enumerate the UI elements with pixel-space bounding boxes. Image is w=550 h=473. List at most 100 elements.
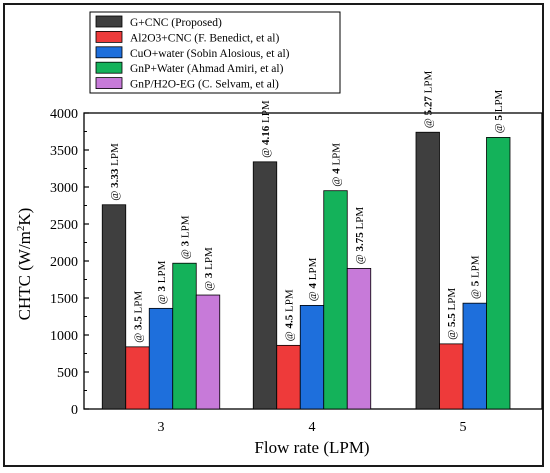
bar-data-label-value: 5.27 [423, 96, 435, 116]
bar-data-label-at: @ [133, 333, 145, 343]
bar-data-label: @ 5 LPM [470, 255, 482, 299]
bar-data-label: @ 3.5 LPM [133, 291, 145, 343]
bar [172, 262, 197, 410]
legend-label: G+CNC (Proposed) [130, 17, 222, 29]
bar [148, 307, 174, 410]
legend-label: CuO+water (Sobin Alosious, et al) [130, 48, 290, 60]
bar-data-label-unit: LPM [307, 257, 319, 280]
y-axis-title: CHTC (W/m2K) [15, 208, 34, 321]
bar [486, 137, 511, 410]
legend-label: Al2O3+CNC (F. Benedict, et al) [130, 32, 279, 44]
bar-data-label: @ 3.75 LPM [354, 207, 366, 265]
bar-data-label-at: @ [354, 254, 366, 264]
bar-data-label-at: @ [446, 330, 458, 340]
bar-data-label-value: 5 [470, 280, 482, 286]
bar-data-label: @ 3 LPM [180, 215, 192, 259]
bar-data-label: @ 3.33 LPM [109, 143, 121, 201]
bar-data-label-value: 3.75 [354, 232, 366, 252]
bar-data-label: @ 5.27 LPM [423, 71, 435, 129]
bar [125, 346, 150, 410]
bar [439, 343, 464, 410]
x-tick-label: 5 [460, 420, 467, 435]
bar [101, 204, 127, 410]
bar-data-label-at: @ [423, 118, 435, 128]
bar [276, 344, 301, 410]
bar-data-label: @ 3 LPM [156, 260, 168, 304]
bar-data-label-unit: LPM [156, 260, 168, 283]
x-tick-label: 3 [158, 420, 165, 435]
bar [252, 161, 278, 410]
bar-data-label-at: @ [156, 294, 168, 304]
bar-data-label-at: @ [180, 249, 192, 259]
bar-data-label-value: 3.33 [109, 168, 121, 188]
y-axis-title-tail: K) [15, 208, 34, 226]
bar-data-label-value: 3.5 [133, 316, 145, 330]
bar-data-label-unit: LPM [260, 100, 272, 123]
bar-data-label-value: 3 [156, 285, 168, 291]
y-tick-label: 2500 [50, 218, 78, 233]
bar-data-label-unit: LPM [423, 71, 435, 94]
bar-data-label-at: @ [203, 281, 215, 291]
y-tick-label: 3500 [50, 144, 78, 159]
bar-data-label-at: @ [260, 148, 272, 158]
bar [323, 190, 348, 410]
bar-data-label-at: @ [493, 123, 505, 133]
bar-data-label-at: @ [470, 289, 482, 299]
bar-data-label-value: 4.16 [260, 125, 272, 145]
legend-label: GnP/H2O-EG (C. Selvam, et al) [130, 79, 279, 91]
legend-box [89, 11, 341, 94]
bar [299, 304, 325, 410]
bar-data-label-at: @ [331, 177, 343, 187]
bar [462, 302, 487, 410]
bar-data-label-unit: LPM [133, 291, 145, 314]
bar-data-label-unit: LPM [470, 255, 482, 278]
bar-data-label-unit: LPM [331, 143, 343, 166]
bar-data-label: @ 5.5 LPM [446, 288, 458, 340]
y-tick-label: 4000 [50, 107, 78, 122]
bar-data-label-unit: LPM [180, 215, 192, 238]
bar-data-label: @ 4 LPM [331, 143, 343, 187]
y-tick-label: 1500 [50, 292, 78, 307]
bar-data-label: @ 4.5 LPM [284, 289, 296, 341]
legend: G+CNC (Proposed) Al2O3+CNC (F. Benedict, … [89, 11, 341, 94]
bar-data-label-unit: LPM [203, 247, 215, 270]
y-tick-label: 0 [71, 403, 78, 418]
bar-data-label: @ 4 LPM [307, 257, 319, 301]
y-tick-label: 500 [57, 366, 78, 381]
legend-swatch [95, 77, 123, 89]
legend-swatch [95, 15, 123, 28]
data-labels-layer: @ 3.33 LPM@ 3.5 LPM @ 3 LPM@ 3 LPM@ 3 LPM… [109, 71, 505, 343]
y-axis-title-main: CHTC (W/m [15, 231, 34, 320]
y-tick-label: 1000 [50, 329, 78, 344]
x-axis-title: Flow rate (LPM) [254, 438, 369, 457]
bar-data-label-unit: LPM [109, 143, 121, 166]
bar-data-label-value: 5 [493, 115, 505, 121]
bar-data-label: @ 3 LPM [203, 247, 215, 291]
bar-data-label-at: @ [307, 291, 319, 301]
bar-data-label-unit: LPM [354, 207, 366, 230]
bar-data-label-value: 3 [180, 240, 192, 246]
legend-swatch [95, 61, 123, 74]
legend-swatch [95, 30, 123, 43]
bar-data-label-value: 4 [307, 283, 319, 289]
bar [346, 267, 372, 410]
bar-data-label-value: 3 [203, 272, 215, 278]
y-tick-label: 3000 [50, 181, 78, 196]
bar [195, 294, 221, 410]
bar-data-label-value: 5.5 [446, 313, 458, 327]
bars-layer [101, 131, 511, 410]
y-tick-label: 2000 [50, 255, 78, 270]
bar-data-label-value: 4 [331, 168, 343, 174]
bar-data-label-value: 4.5 [284, 314, 296, 328]
bar [415, 131, 440, 410]
bar-data-label: @ 5 LPM [493, 89, 505, 133]
legend-swatch [95, 46, 123, 59]
bar-data-label-at: @ [109, 191, 121, 201]
x-tick-label: 4 [309, 420, 316, 435]
legend-label: GnP+Water (Ahmad Amiri, et al) [130, 63, 284, 75]
bar-data-label: @ 4.16 LPM [260, 100, 272, 158]
bar-data-label-at: @ [284, 331, 296, 341]
y-axis-title-sup: 2 [15, 226, 27, 232]
bar-data-label-unit: LPM [284, 289, 296, 312]
